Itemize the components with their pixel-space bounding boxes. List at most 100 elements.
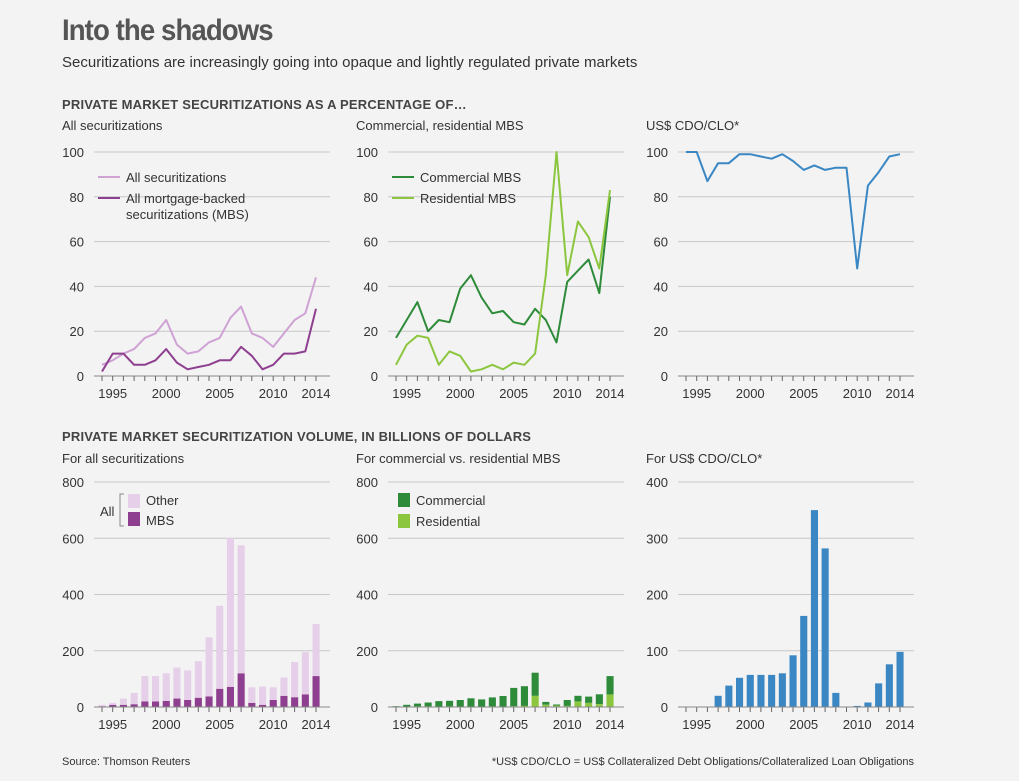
y-tick-label: 600 (356, 531, 378, 546)
legend-label: securitizations (MBS) (126, 207, 249, 222)
chart-vol-mbs: 0 200 400 600 800 1995 2000 2005 2010 2014 Commerc… (356, 475, 624, 732)
y-tick-label: 400 (646, 475, 668, 490)
bar-other (205, 637, 213, 697)
y-tick-label: 100 (356, 145, 378, 160)
bar-commercial (478, 699, 486, 707)
y-tick-label: 800 (62, 475, 84, 490)
y-tick-label: 0 (371, 700, 378, 715)
bar-commercial (595, 694, 603, 705)
bar-other (119, 698, 127, 705)
bar-other (152, 676, 160, 702)
bar-commercial (531, 672, 539, 696)
series-line-commercial-mbs (395, 196, 611, 344)
y-tick-label: 100 (62, 145, 84, 160)
bar-us-cdo-clo (725, 685, 733, 707)
bar-us-cdo-clo (896, 651, 904, 707)
legend-label: Commercial MBS (420, 170, 521, 185)
bar-us-cdo-clo (746, 674, 754, 707)
x-tick-label: 1995 (392, 717, 421, 732)
bar-commercial (435, 701, 443, 707)
bar-us-cdo-clo (853, 705, 861, 707)
legend-label: All securitizations (126, 170, 227, 185)
x-tick-label: 2005 (499, 717, 528, 732)
bar-commercial (510, 687, 518, 707)
bar-other (98, 704, 106, 707)
x-tick-label: 2014 (596, 717, 625, 732)
bar-mbs (237, 673, 245, 708)
bar-mbs (301, 694, 309, 707)
y-tick-label: 600 (62, 531, 84, 546)
bar-residential (595, 704, 603, 707)
legend-label: Residential (416, 514, 480, 529)
y-tick-label: 0 (661, 369, 668, 384)
bar-commercial (488, 697, 496, 707)
y-tick-label: 0 (661, 700, 668, 715)
legend-label: Residential MBS (420, 191, 516, 206)
bar-us-cdo-clo (864, 702, 872, 707)
y-tick-label: 200 (62, 644, 84, 659)
panel-title-pct-all: All securitizations (62, 118, 163, 133)
page-subtitle: Securitizations are increasingly going i… (62, 54, 638, 71)
x-tick-label: 1995 (98, 386, 127, 401)
x-tick-label: 2014 (302, 386, 331, 401)
bar-residential (531, 695, 539, 708)
bar-other (109, 702, 117, 705)
bar-us-cdo-clo (800, 615, 808, 707)
y-tick-label: 200 (646, 588, 668, 603)
bar-other (291, 662, 299, 698)
bar-other (248, 687, 256, 703)
bar-mbs (173, 698, 181, 707)
y-tick-label: 400 (356, 588, 378, 603)
section-heading-volume: PRIVATE MARKET SECURITIZATION VOLUME, IN… (62, 429, 532, 444)
bar-mbs (312, 676, 320, 707)
y-tick-label: 80 (654, 190, 668, 205)
bar-residential (542, 704, 550, 708)
bar-us-cdo-clo (832, 692, 840, 707)
bar-commercial (467, 698, 475, 707)
series-line-all-mortgage-backed-securitizations-mbs- (101, 308, 317, 373)
chart-pct-mbs: 0 20 40 60 80 100 1995 2000 2005 2010 2014 Commerci… (356, 145, 624, 401)
bar-mbs (259, 704, 267, 708)
bar-residential (563, 705, 571, 707)
x-tick-label: 2010 (259, 386, 288, 401)
x-tick-label: 2000 (152, 717, 181, 732)
bar-commercial (542, 701, 550, 705)
x-tick-label: 1995 (98, 717, 127, 732)
bar-residential (606, 694, 614, 707)
bar-residential (553, 705, 561, 707)
chart-pct-all: 0 20 40 60 80 100 1995 2000 2005 2010 2014 All secu… (62, 145, 330, 401)
bar-commercial (403, 704, 411, 707)
panel-title-pct-cdo: US$ CDO/CLO* (646, 118, 740, 133)
y-tick-label: 40 (364, 279, 378, 294)
footnote: *US$ CDO/CLO = US$ Collateralized Debt O… (491, 756, 914, 768)
bar-us-cdo-clo (768, 674, 776, 707)
x-tick-label: 2000 (736, 717, 765, 732)
x-tick-label: 2005 (789, 386, 818, 401)
bar-mbs (194, 697, 202, 707)
x-tick-label: 2010 (259, 717, 288, 732)
y-tick-label: 0 (77, 700, 84, 715)
legend-swatch-residential (398, 514, 410, 528)
bar-us-cdo-clo (885, 664, 893, 708)
bar-mbs (216, 688, 224, 707)
section-heading-percentage: PRIVATE MARKET SECURITIZATIONS AS A PERC… (62, 97, 467, 112)
panel-title-vol-mbs: For commercial vs. residential MBS (356, 451, 561, 466)
bar-commercial (413, 703, 421, 707)
bar-commercial (446, 700, 454, 707)
x-tick-label: 2000 (152, 386, 181, 401)
bar-other (259, 686, 267, 705)
x-tick-label: 2010 (553, 717, 582, 732)
x-tick-label: 2010 (843, 717, 872, 732)
bar-us-cdo-clo (714, 695, 722, 708)
bar-other (162, 673, 170, 701)
page-title: Into the shadows (62, 14, 274, 47)
bar-us-cdo-clo (789, 655, 797, 708)
x-tick-label: 2000 (446, 386, 475, 401)
bar-commercial (424, 702, 432, 707)
x-tick-label: 1995 (392, 386, 421, 401)
bar-other (194, 661, 202, 698)
panel-title-vol-all: For all securitizations (62, 451, 185, 466)
series-line-us-cdo-clo (686, 151, 901, 270)
series-line-residential-mbs (395, 151, 611, 373)
